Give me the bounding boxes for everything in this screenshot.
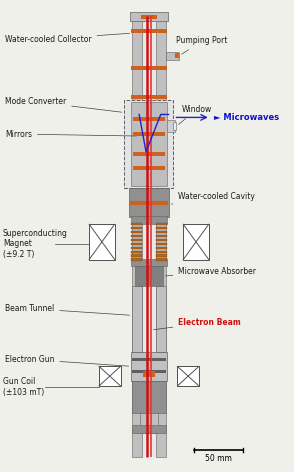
Bar [132,17,142,457]
Bar [130,12,168,21]
Bar [156,223,167,226]
Bar [156,17,166,457]
Bar [133,152,165,156]
Bar [156,286,166,352]
Bar [132,425,166,433]
Bar [156,254,167,257]
Bar [133,118,165,121]
Bar [156,251,167,253]
Bar [166,120,176,132]
Bar [131,95,167,99]
Bar [135,266,163,286]
Bar [141,15,157,19]
Bar [131,259,167,266]
Text: Superconducting
Magnet
(±9.2 T): Superconducting Magnet (±9.2 T) [3,229,68,259]
Bar [140,413,158,433]
Bar [176,53,179,58]
Text: Water-cooled Cavity: Water-cooled Cavity [171,192,255,204]
Text: Electron Gun: Electron Gun [5,355,128,366]
Bar [124,100,173,188]
Bar [156,235,167,237]
Bar [132,381,166,413]
Bar [132,370,166,373]
Bar [131,216,167,224]
Text: Gun Coil
(±103 mT): Gun Coil (±103 mT) [3,377,44,396]
Bar [166,52,179,59]
Bar [131,243,142,245]
Bar [131,258,142,261]
Text: Mode Converter: Mode Converter [5,97,122,112]
Bar [156,227,167,229]
Bar [132,286,142,352]
Bar [131,223,142,226]
Bar [156,246,167,249]
Text: Water-cooled Collector: Water-cooled Collector [5,34,130,43]
Bar [133,132,165,136]
Bar [156,258,167,261]
Bar [130,201,168,205]
Bar [99,366,121,386]
Bar [183,224,209,260]
Bar [131,231,142,233]
Bar [131,102,167,186]
Bar [173,122,176,130]
Bar [133,167,165,170]
Bar [131,352,167,381]
Bar [131,67,167,70]
Text: Electron Beam: Electron Beam [154,318,241,330]
Text: Pumping Port: Pumping Port [176,36,228,54]
Bar [156,239,167,241]
Bar [89,224,115,260]
Bar [177,366,199,386]
Text: Beam Tunnel: Beam Tunnel [5,304,130,315]
Bar [131,246,142,249]
Text: ► Microwaves: ► Microwaves [214,113,279,122]
Bar [156,243,167,245]
Bar [143,371,155,377]
Bar [131,254,142,257]
Text: Window: Window [178,105,212,125]
Bar [156,231,167,233]
Bar [129,188,168,218]
Bar [131,227,142,229]
Text: Microwave Absorber: Microwave Absorber [166,267,256,276]
Bar [131,251,142,253]
Bar [132,358,166,361]
Text: Mirrors: Mirrors [5,130,136,139]
Bar [131,235,142,237]
Bar [131,29,167,33]
Bar [142,17,156,457]
Bar [131,239,142,241]
Text: 50 mm: 50 mm [205,454,232,463]
